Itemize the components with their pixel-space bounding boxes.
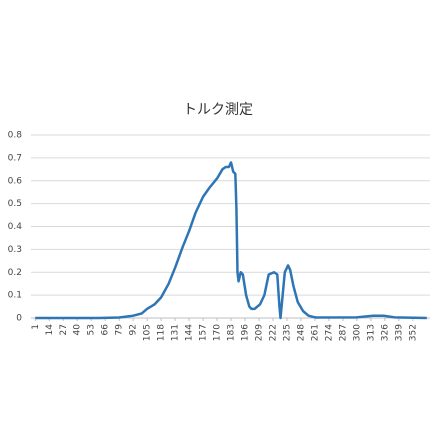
y-tick-label: 0.8 <box>8 131 23 141</box>
y-tick-label: 0.6 <box>8 176 23 186</box>
x-tick-label: 14 <box>45 324 55 336</box>
x-tick-label: 235 <box>282 324 292 341</box>
y-tick-label: 0.5 <box>8 199 22 209</box>
y-tick-label: 0.7 <box>8 153 22 163</box>
x-tick-label: 196 <box>241 324 251 341</box>
x-tick-label: 339 <box>394 324 404 341</box>
y-tick-label: 0.1 <box>8 291 22 301</box>
x-tick-label: 222 <box>268 324 278 341</box>
x-tick-label: 209 <box>255 324 265 341</box>
x-tick-label: 105 <box>143 324 153 341</box>
x-tick-label: 1 <box>31 324 41 330</box>
x-tick-label: 79 <box>115 324 125 336</box>
x-tick-label: 53 <box>87 324 97 335</box>
x-tick-label: 300 <box>352 324 362 341</box>
x-tick-label: 92 <box>129 324 139 335</box>
y-tick-label: 0 <box>16 314 22 324</box>
x-tick-label: 144 <box>185 324 195 341</box>
y-tick-label: 0.3 <box>8 245 22 255</box>
y-tick-label: 0.4 <box>8 222 23 232</box>
x-tick-label: 183 <box>227 324 237 341</box>
x-tick-label: 118 <box>157 324 167 341</box>
x-tick-label: 27 <box>59 324 69 335</box>
x-tick-label: 261 <box>310 324 320 341</box>
x-tick-label: 248 <box>296 324 306 341</box>
x-tick-label: 274 <box>324 324 334 341</box>
x-tick-label: 352 <box>408 324 418 341</box>
x-tick-label: 287 <box>338 324 348 341</box>
x-tick-label: 326 <box>380 324 390 341</box>
x-tick-label: 131 <box>171 324 181 341</box>
x-tick-label: 40 <box>73 324 83 336</box>
chart-title: トルク測定 <box>183 102 253 118</box>
x-tick-label: 157 <box>199 324 209 341</box>
x-tick-label: 313 <box>366 324 376 341</box>
x-tick-label: 170 <box>213 324 223 341</box>
x-tick-label: 66 <box>101 324 111 336</box>
line-series <box>35 161 427 320</box>
y-tick-label: 0.2 <box>8 268 22 278</box>
